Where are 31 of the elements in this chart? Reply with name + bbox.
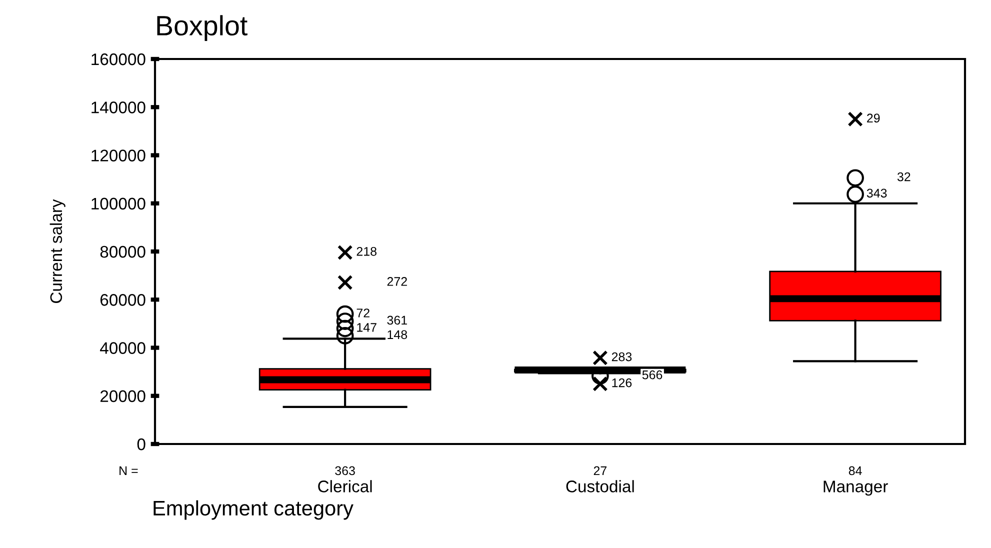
y-tick-label: 60000	[100, 294, 146, 306]
y-tick-label: 80000	[100, 246, 146, 258]
y-tick-label: 0	[137, 438, 146, 450]
y-axis-title: Current salary	[50, 199, 66, 303]
annotation: 272	[387, 277, 407, 286]
annotation: 343	[866, 188, 887, 198]
text: N =	[120, 466, 138, 476]
y-tick-label: 120000	[92, 150, 146, 162]
text: 27	[594, 466, 607, 476]
y-tick-label: 140000	[92, 102, 146, 114]
annotation: 361	[387, 316, 407, 325]
annotation: 148	[388, 330, 408, 340]
annotation: 72	[356, 308, 370, 318]
chart-title: Boxplot	[157, 15, 248, 42]
annotation: 147	[357, 323, 376, 332]
x-axis-title: Employment category	[154, 500, 354, 520]
annotation: 218	[356, 246, 376, 256]
x-tick-label: Custodial	[566, 480, 634, 492]
y-tick-label: 40000	[100, 342, 146, 354]
y-tick-label: 100000	[92, 198, 146, 210]
y-tick-label: 20000	[100, 390, 146, 402]
annotation: 32	[897, 172, 910, 182]
annotation: 566	[642, 370, 662, 380]
annotation: 126	[612, 378, 632, 388]
annotation: 283	[612, 352, 632, 362]
text: 363	[335, 466, 355, 476]
annotation: 29	[867, 114, 880, 123]
text: 84	[848, 466, 862, 476]
y-tick-label: 160000	[92, 53, 146, 66]
x-tick-label: Clerical	[318, 480, 372, 492]
x-tick-label: Manager	[824, 480, 888, 496]
